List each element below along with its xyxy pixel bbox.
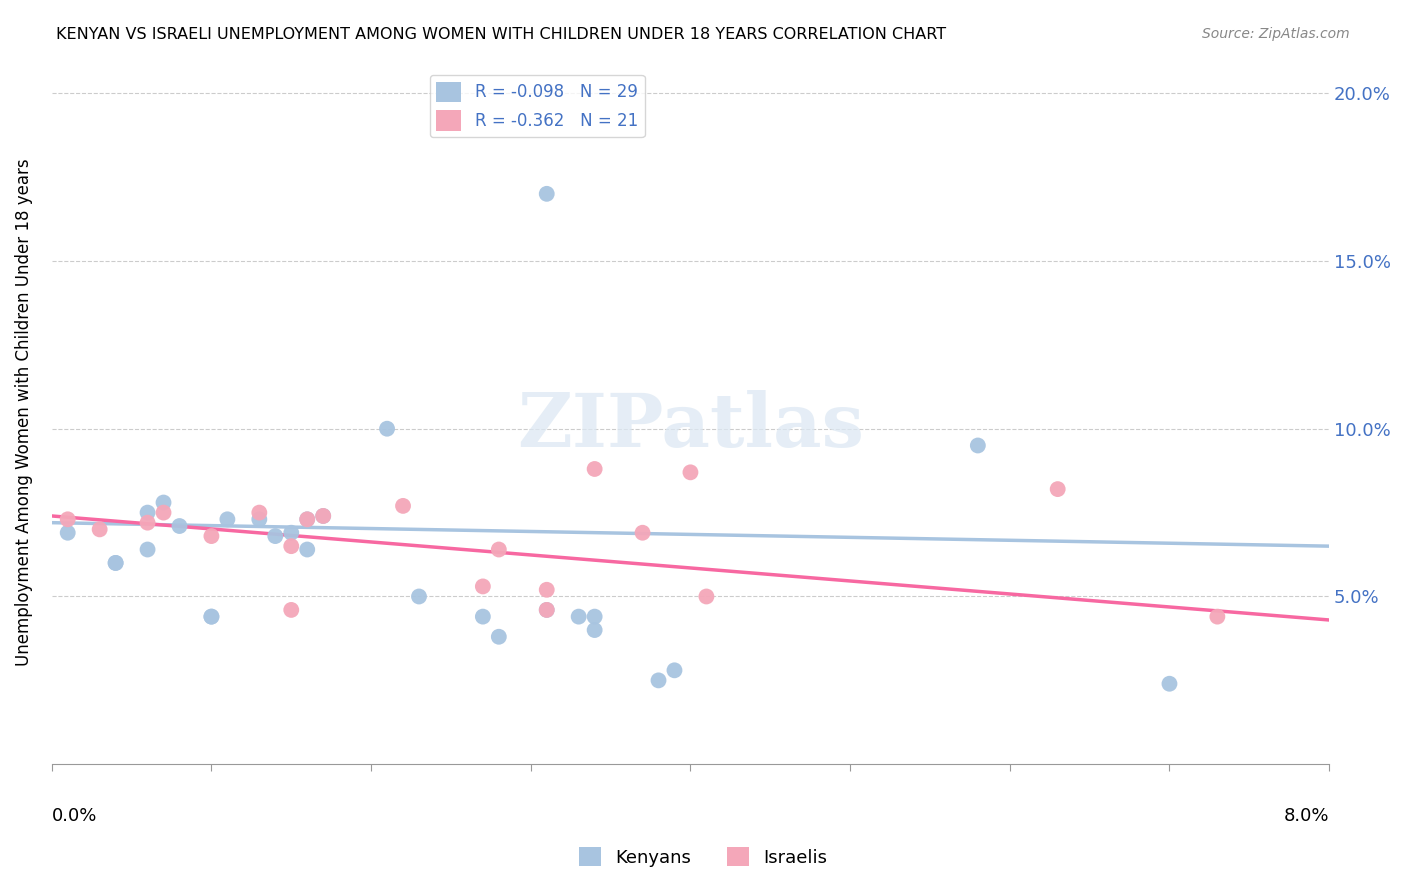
Point <box>536 186 558 201</box>
Point <box>568 609 591 624</box>
Point <box>488 630 510 644</box>
Point <box>56 512 79 526</box>
Point <box>169 519 191 533</box>
Point <box>375 422 398 436</box>
Point <box>297 542 319 557</box>
Point <box>104 556 127 570</box>
Point <box>264 529 287 543</box>
Point <box>631 525 654 540</box>
Point <box>536 603 558 617</box>
Point <box>583 609 606 624</box>
Point <box>471 609 494 624</box>
Point <box>647 673 669 688</box>
Text: Source: ZipAtlas.com: Source: ZipAtlas.com <box>1202 27 1350 41</box>
Point <box>200 609 222 624</box>
Point <box>247 512 270 526</box>
Point <box>966 438 988 452</box>
Point <box>488 542 510 557</box>
Point <box>536 582 558 597</box>
Point <box>200 529 222 543</box>
Point <box>280 603 302 617</box>
Point <box>136 506 159 520</box>
Point <box>297 512 319 526</box>
Point <box>280 525 302 540</box>
Point <box>312 508 335 523</box>
Point <box>536 603 558 617</box>
Point <box>664 663 686 677</box>
Text: KENYAN VS ISRAELI UNEMPLOYMENT AMONG WOMEN WITH CHILDREN UNDER 18 YEARS CORRELAT: KENYAN VS ISRAELI UNEMPLOYMENT AMONG WOM… <box>56 27 946 42</box>
Point <box>297 512 319 526</box>
Y-axis label: Unemployment Among Women with Children Under 18 years: Unemployment Among Women with Children U… <box>15 158 32 665</box>
Text: 0.0%: 0.0% <box>52 806 97 824</box>
Point <box>217 512 239 526</box>
Point <box>583 623 606 637</box>
Point <box>104 556 127 570</box>
Text: 8.0%: 8.0% <box>1284 806 1329 824</box>
Point <box>200 609 222 624</box>
Point <box>583 462 606 476</box>
Point <box>152 506 174 520</box>
Point <box>392 499 415 513</box>
Point <box>312 508 335 523</box>
Point <box>408 590 430 604</box>
Text: ZIPatlas: ZIPatlas <box>517 390 863 463</box>
Point <box>136 516 159 530</box>
Legend: R = -0.098   N = 29, R = -0.362   N = 21: R = -0.098 N = 29, R = -0.362 N = 21 <box>430 75 644 137</box>
Point <box>280 539 302 553</box>
Point <box>695 590 717 604</box>
Point <box>56 525 79 540</box>
Point <box>679 466 702 480</box>
Point <box>89 522 111 536</box>
Point <box>1206 609 1229 624</box>
Point <box>136 542 159 557</box>
Legend: Kenyans, Israelis: Kenyans, Israelis <box>572 840 834 874</box>
Point <box>152 495 174 509</box>
Point <box>1046 482 1069 496</box>
Point <box>247 506 270 520</box>
Point <box>471 579 494 593</box>
Point <box>1159 677 1181 691</box>
